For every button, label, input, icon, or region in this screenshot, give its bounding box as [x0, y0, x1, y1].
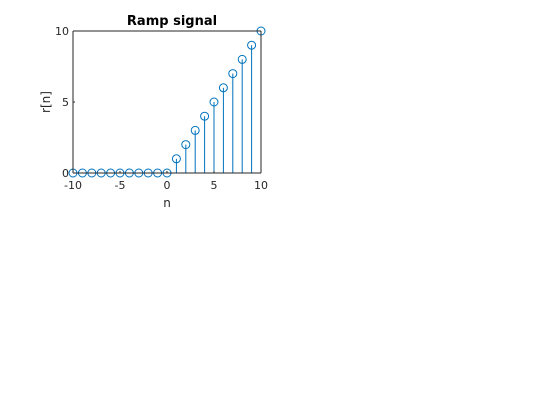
axes-box [73, 31, 261, 173]
stem-series [175, 31, 262, 173]
stem-marker [171, 154, 181, 164]
chart-title: Ramp signal [127, 14, 217, 29]
x-tick-label: -5 [115, 179, 126, 192]
x-tick-label: 0 [164, 179, 171, 192]
x-tick-label: 5 [211, 179, 218, 192]
stem-marker [247, 40, 257, 50]
x-ticks: -10 -5 0 5 10 [64, 171, 268, 192]
stem-marker [228, 69, 238, 79]
stem-marker [237, 54, 247, 64]
stem-marker [218, 83, 228, 93]
stem-marker [181, 140, 191, 150]
y-tick-label: 0 [62, 167, 69, 180]
stem-marker [209, 97, 219, 107]
y-tick-label: 10 [55, 25, 69, 38]
y-ticks: 0 5 10 [55, 25, 75, 180]
x-axis-label: n [163, 196, 171, 210]
y-axis-label: r[n] [39, 91, 53, 113]
x-tick-label: 10 [254, 179, 268, 192]
x-tick-label: -10 [64, 179, 82, 192]
stem-marker [200, 111, 210, 121]
y-tick-label: 5 [62, 96, 69, 109]
stem-marker [190, 125, 200, 135]
plot-area: -10 -5 0 5 10 0 5 10 [55, 25, 268, 192]
